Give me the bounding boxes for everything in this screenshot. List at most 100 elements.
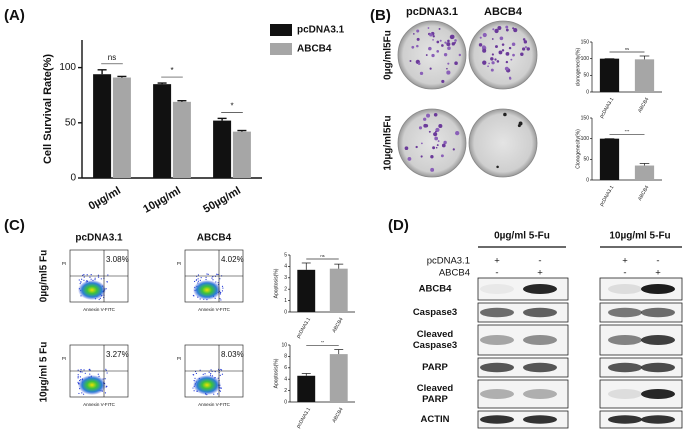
colony [508, 46, 512, 50]
significance-label: *** [625, 129, 630, 134]
quadrant-percentage: 8.03% [221, 350, 244, 359]
blot-frame [477, 324, 569, 356]
colony [499, 36, 504, 41]
flow-event [193, 280, 196, 283]
colony [501, 43, 505, 46]
colony [508, 76, 512, 79]
y-tick-label: 50 [65, 117, 77, 128]
flow-event [107, 274, 109, 276]
condition-sign: - [623, 268, 626, 279]
row-label: 0µg/ml5Fu [383, 30, 394, 80]
flow-event [89, 276, 91, 278]
culture-plate [468, 20, 538, 90]
colony [409, 59, 412, 62]
flow-event [81, 371, 83, 373]
x-tick-label: 0µg/ml [87, 185, 123, 213]
flow-event [205, 278, 207, 281]
x-tick-label: ABCB4 [331, 316, 345, 333]
colony [522, 38, 526, 41]
flow-event [199, 279, 201, 281]
colony [447, 39, 450, 43]
colony [494, 58, 497, 61]
flow-event [212, 279, 214, 281]
band-label: Caspase3 [413, 307, 457, 318]
colony [505, 28, 509, 32]
flow-event [192, 294, 195, 297]
flow-event [94, 277, 96, 279]
band-label: ABCB4 [419, 284, 452, 295]
flow-event [221, 373, 224, 375]
legend-swatch [270, 24, 292, 36]
significance-label: ns [108, 53, 116, 62]
flow-event [82, 274, 84, 276]
y-tick-label: 0 [586, 89, 589, 95]
flow-event [222, 287, 224, 289]
flow-event [219, 293, 221, 295]
flow-event [106, 281, 108, 283]
bar [297, 269, 316, 312]
flow-event [197, 278, 199, 280]
protein-band [523, 335, 557, 345]
colony [435, 130, 437, 133]
blot-header: 0µg/ml 5-Fu [494, 231, 550, 242]
bar [232, 131, 251, 178]
condition-sign: + [622, 256, 628, 267]
colony [491, 61, 495, 65]
colony [436, 40, 440, 44]
bar [153, 84, 172, 178]
y-axis-label: Cell Survival Rate(%) [42, 54, 54, 164]
panel-label: (A) [4, 7, 25, 24]
flow-event [77, 374, 79, 376]
colony [443, 140, 447, 145]
colony [494, 28, 499, 34]
colony [478, 43, 483, 47]
flow-event [195, 279, 198, 281]
colony [430, 167, 435, 172]
colony [435, 146, 438, 149]
flow-event [207, 273, 209, 275]
colony [520, 52, 524, 57]
band-label: Cleaved [417, 383, 454, 394]
colony [505, 51, 510, 56]
flow-event [79, 281, 82, 283]
flow-event [211, 277, 213, 279]
flow-event [81, 278, 83, 280]
flow-event [88, 369, 90, 371]
colony [438, 27, 441, 30]
protein-band [480, 389, 514, 399]
x-tick-label: ABCB4 [637, 184, 651, 201]
colony [420, 155, 423, 158]
colony [458, 53, 462, 57]
colony [446, 42, 451, 47]
flow-y-label: PI [62, 356, 66, 361]
protein-band [480, 415, 514, 424]
colony [511, 42, 516, 47]
flow-event [219, 390, 221, 392]
bar [634, 165, 655, 180]
colony [496, 60, 500, 63]
blot-header: 10µg/ml 5-Fu [609, 231, 670, 242]
flow-event [77, 376, 79, 378]
protein-band [641, 307, 675, 318]
colony [496, 165, 499, 169]
colony [432, 35, 435, 38]
flow-event [193, 374, 195, 376]
x-tick-label: 50µg/ml [201, 185, 243, 216]
legend-swatch [270, 43, 292, 55]
flow-event [205, 276, 207, 278]
flow-y-label: PI [62, 261, 66, 266]
colony [441, 44, 444, 47]
culture-plate [397, 108, 467, 178]
colony [437, 140, 440, 142]
column-label: pcDNA3.1 [75, 233, 123, 244]
colony [452, 148, 455, 151]
protein-band [523, 284, 557, 294]
colony [447, 46, 451, 51]
panel-label: (B) [370, 7, 391, 24]
colony [430, 155, 434, 159]
protein-band [523, 307, 557, 318]
condition-label: pcDNA3.1 [427, 256, 470, 267]
y-tick-label: 4 [284, 377, 287, 383]
colony [491, 38, 494, 40]
flow-event [79, 376, 81, 378]
